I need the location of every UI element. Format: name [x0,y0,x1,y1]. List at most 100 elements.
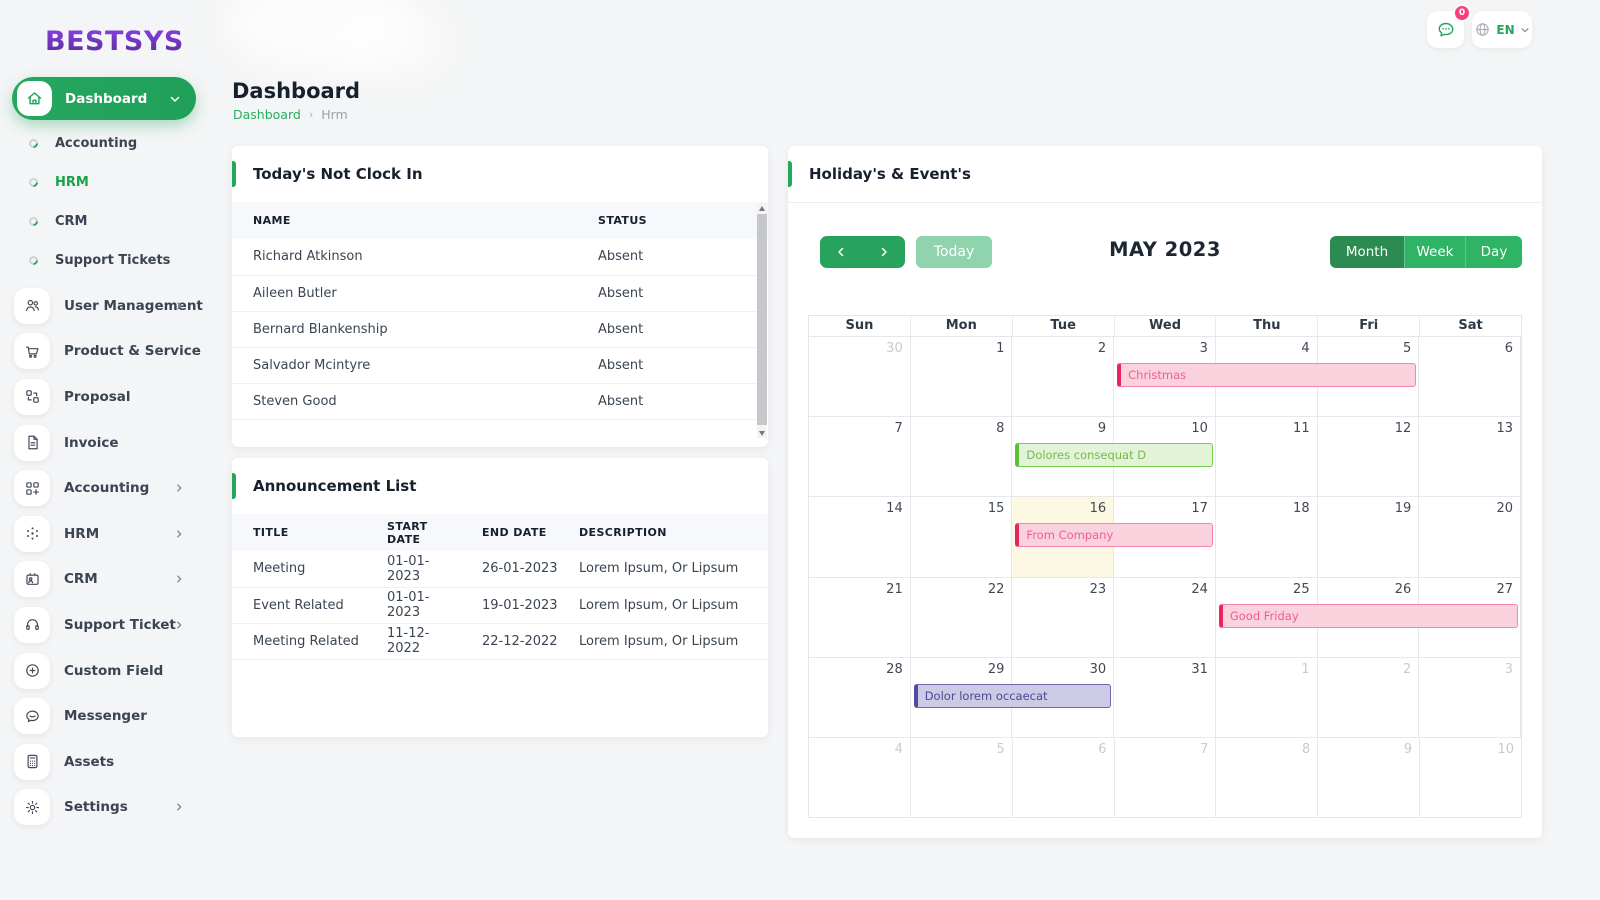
calendar-day[interactable]: 6 [1419,337,1522,417]
calendar-day[interactable]: 1 [1216,657,1318,737]
calendar-day[interactable]: 10 [1420,738,1521,817]
day-number: 8 [1302,741,1311,757]
weekday-label: Mon [911,316,1013,336]
globe-icon [1476,23,1490,36]
calendar-day[interactable]: 13 [1419,417,1522,497]
chevron-down-icon [1521,27,1529,32]
chat-button[interactable]: 0 [1427,4,1471,48]
calendar-day[interactable]: 4 [809,737,911,818]
sidebar-subitem-label: Support Tickets [55,253,171,268]
language-selector[interactable]: EN [1472,11,1532,48]
calendar-day[interactable]: 1 [911,337,1013,417]
gear-icon [14,789,50,826]
calendar-day[interactable]: 22 [911,577,1013,657]
sidebar-item-support-ticket[interactable]: Support Ticket [0,602,210,648]
breadcrumb-link[interactable]: Dashboard [233,107,301,122]
calendar-week-row: 21 22 23 24 25 26 27 Good Friday [809,577,1522,658]
calendar-day[interactable]: 21 [809,577,911,657]
sidebar-item-invoice[interactable]: Invoice [0,420,210,466]
calendar-day[interactable]: 12 [1318,417,1420,497]
sidebar-item-dashboard[interactable]: Dashboard [12,77,196,120]
sidebar-item-label: Assets [64,753,115,770]
table-scrollbar[interactable] [757,203,767,438]
page-title: Dashboard [232,79,361,103]
sidebar-subitem-support-tickets[interactable]: Support Tickets [0,241,210,280]
chat-badge: 0 [1453,4,1471,22]
table-cell: 22-12-2022 [461,623,558,660]
calendar-day[interactable]: 15 [911,497,1013,577]
sidebar-item-label: Invoice [64,434,119,451]
calendar-event[interactable]: From Company [1015,523,1213,548]
calendar-day[interactable]: 24 [1114,577,1216,657]
calendar-day[interactable]: 28 [809,657,911,737]
calendar-day[interactable]: 27 [1419,577,1522,657]
next-month-button[interactable] [863,236,906,268]
calendar-day[interactable]: 11 [1216,417,1318,497]
calendar-day[interactable]: 6 [1013,737,1115,818]
table-cell: Lorem Ipsum, Or Lipsum [558,587,768,624]
calendar-day[interactable]: 14 [809,497,911,577]
day-number: 26 [1394,581,1412,597]
sidebar-subitem-hrm[interactable]: HRM [0,163,210,202]
calendar-day[interactable]: 2 [1318,657,1420,737]
sidebar-item-crm[interactable]: CRM [0,557,210,603]
day-number: 10 [1497,741,1515,757]
weekday-label: Wed [1115,316,1217,336]
calendar-event[interactable]: Dolor lorem occaecat [913,683,1112,708]
day-number: 18 [1293,501,1310,517]
view-week-button[interactable]: Week [1404,236,1466,268]
not-clock-in-row: Aileen Butler Absent [232,275,768,312]
sidebar-subitem-accounting[interactable]: Accounting [0,124,210,163]
sidebar-item-assets[interactable]: Assets [0,739,210,785]
announcement-row: Event Related 01-01-2023 19-01-2023 Lorem I… [232,587,768,624]
calendar-day[interactable]: 7 [1115,737,1217,818]
weekday-header: Sun Mon Tue Wed Thu Fri Sat [808,315,1522,336]
scroll-up-icon[interactable] [757,203,767,213]
weekday-label: Sun [809,316,911,336]
sidebar-item-custom-field[interactable]: Custom Field [0,648,210,694]
day-number: 25 [1293,581,1310,597]
sidebar-item-product-service[interactable]: Product & Service [0,329,210,375]
calendar-day[interactable]: 30 [1012,657,1115,737]
calendar-day[interactable]: 31 [1114,657,1216,737]
calendar-event[interactable]: Dolores consequat D [1015,443,1213,468]
scrollbar-thumb[interactable] [757,214,767,425]
sidebar-item-messenger[interactable]: Messenger [0,693,210,739]
day-number: 11 [1293,421,1310,437]
scroll-down-icon[interactable] [757,428,767,438]
sidebar-item-user-management[interactable]: User Management [0,283,210,329]
calendar-event[interactable]: Good Friday [1218,603,1518,628]
prev-month-button[interactable] [820,236,863,268]
calendar-day[interactable]: 17 [1114,497,1216,577]
decorative-blob [225,0,415,70]
calendar-day[interactable]: 2 [1012,337,1115,417]
calendar-day[interactable]: 5 [1318,337,1420,417]
calendar-day[interactable]: 19 [1318,497,1420,577]
sidebar-item-settings[interactable]: Settings [0,785,210,831]
table-cell: Salvador Mcintyre [232,347,577,384]
calendar-day[interactable]: 3 [1419,657,1522,737]
calendar-day[interactable]: 23 [1012,577,1115,657]
calendar-day[interactable]: 7 [809,417,911,497]
calendar-day[interactable]: 20 [1419,497,1522,577]
view-month-button[interactable]: Month [1330,236,1404,268]
calendar-day[interactable]: 5 [911,737,1013,818]
sidebar-item-hrm[interactable]: HRM [0,511,210,557]
calendar-day[interactable]: 18 [1216,497,1318,577]
calendar-event[interactable]: Christmas [1117,363,1417,387]
decorative-blob [330,12,450,74]
view-day-button[interactable]: Day [1466,236,1522,268]
sidebar-item-proposal[interactable]: Proposal [0,374,210,420]
day-number: 9 [1097,421,1107,437]
sidebar-item-accounting[interactable]: Accounting [0,465,210,511]
column-header: NAME [232,202,577,239]
card-title: Today's Not Clock In [253,165,423,183]
calendar-day[interactable]: 8 [911,417,1013,497]
today-button[interactable]: Today [916,236,992,268]
calendar-day[interactable]: 10 [1114,417,1216,497]
day-number: 4 [894,741,903,757]
sidebar-subitem-crm[interactable]: CRM [0,202,210,241]
calendar-day[interactable]: 9 [1318,737,1421,818]
calendar-day[interactable]: 8 [1216,737,1319,818]
calendar-day[interactable]: 30 [809,337,911,417]
